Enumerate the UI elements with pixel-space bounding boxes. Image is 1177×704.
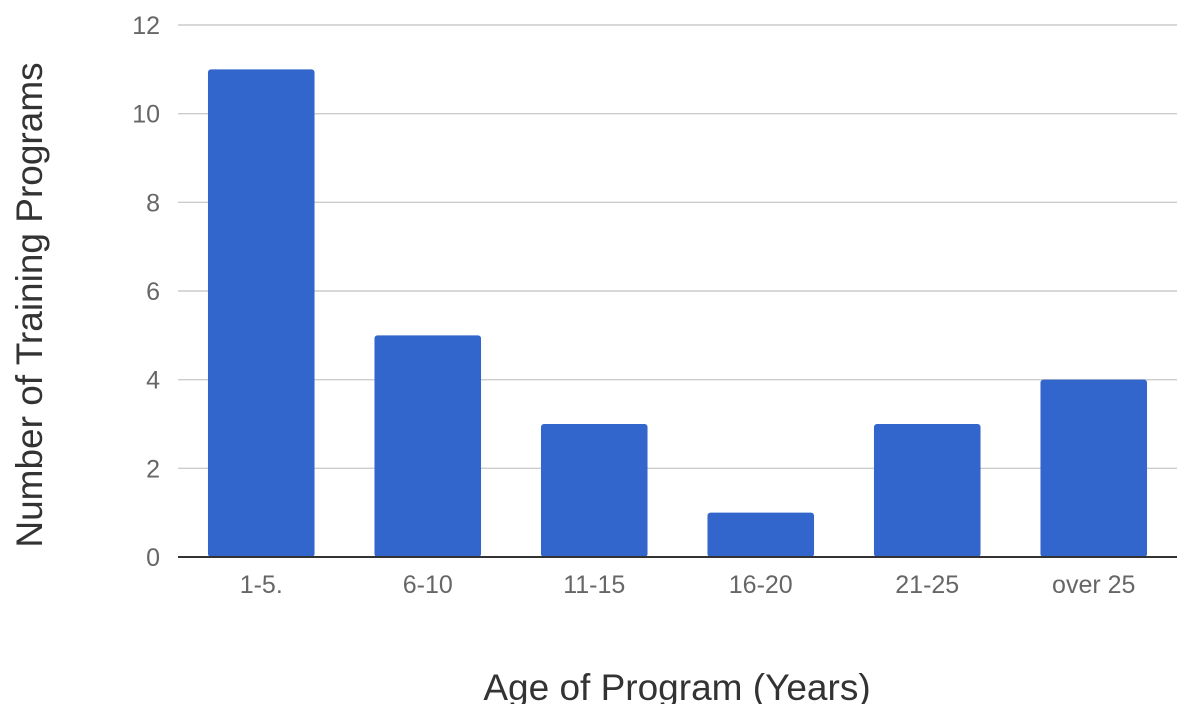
y-tick-label: 2 — [146, 455, 160, 483]
bar — [374, 335, 482, 557]
x-tick-label: 6-10 — [403, 571, 453, 599]
x-tick-label: 21-25 — [895, 571, 959, 599]
y-tick-label: 6 — [146, 278, 160, 306]
x-axis-title: Age of Program (Years) — [483, 667, 870, 704]
x-tick-label: 11-15 — [563, 571, 625, 599]
y-axis-title: Number of Training Programs — [9, 62, 50, 547]
y-tick-label: 4 — [146, 367, 160, 395]
y-axis-ticks: 0 2 4 6 8 10 12 — [132, 12, 160, 572]
bar — [540, 424, 648, 557]
y-tick-label: 12 — [132, 12, 160, 40]
y-tick-label: 8 — [146, 189, 160, 217]
bars — [207, 69, 1148, 557]
x-tick-label: 16-20 — [729, 571, 793, 599]
bar — [873, 424, 981, 557]
gridlines — [178, 24, 1177, 470]
bar — [1040, 379, 1148, 557]
bar — [207, 69, 315, 557]
y-tick-label: 0 — [146, 544, 160, 572]
x-axis-ticks: 1-5. 6-10 11-15 16-20 21-25 over 25 — [240, 571, 1136, 599]
y-tick-label: 10 — [132, 101, 160, 129]
bar — [707, 512, 815, 557]
x-tick-label: 1-5. — [240, 571, 283, 599]
x-tick-label: over 25 — [1052, 571, 1135, 599]
